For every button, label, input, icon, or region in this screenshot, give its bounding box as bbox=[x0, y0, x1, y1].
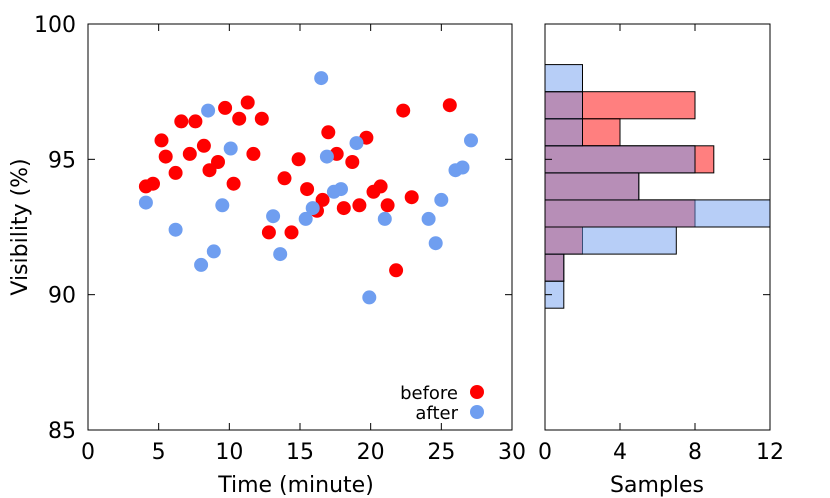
legend-label-before: before bbox=[400, 383, 458, 404]
scatter-point-after bbox=[314, 71, 329, 86]
legend-label-after: after bbox=[415, 403, 458, 424]
scatter-point-after bbox=[206, 244, 221, 259]
histogram-axis-ticks: 0 4 8 12 bbox=[538, 23, 784, 465]
x-tick-label: 15 bbox=[286, 440, 314, 465]
scatter-point-after bbox=[305, 201, 320, 216]
legend-marker-before bbox=[470, 385, 484, 399]
scatter-point-before bbox=[246, 146, 261, 161]
scatter-point-after bbox=[215, 198, 230, 213]
scatter-plot-frame bbox=[87, 23, 513, 431]
histogram-bar-after bbox=[544, 91, 583, 120]
x-axis-title: Time (minute) bbox=[217, 473, 374, 498]
scatter-point-before bbox=[232, 111, 247, 126]
histogram-plot: 0 4 8 12 Samples bbox=[538, 23, 784, 498]
legend-marker-after bbox=[470, 405, 484, 419]
scatter-point-after bbox=[421, 211, 436, 226]
scatter-point-before bbox=[300, 182, 315, 197]
scatter-point-after bbox=[455, 160, 470, 175]
scatter-point-after bbox=[273, 247, 288, 262]
scatter-point-after bbox=[298, 211, 313, 226]
scatter-point-after bbox=[223, 141, 238, 156]
histogram-bar-after bbox=[544, 64, 583, 93]
scatter-point-before bbox=[261, 225, 276, 240]
scatter-point-after bbox=[138, 195, 153, 210]
scatter-plot: 0 5 10 15 20 25 30 85 90 95 100 Visibility (%) Tim… bbox=[8, 13, 526, 498]
histogram-x-axis-title: Samples bbox=[610, 473, 704, 498]
x-tick-label: 20 bbox=[357, 440, 385, 465]
scatter-point-before bbox=[373, 179, 388, 194]
scatter-point-before bbox=[442, 98, 457, 113]
scatter-point-before bbox=[389, 263, 404, 278]
scatter-point-after bbox=[201, 103, 216, 118]
scatter-point-before bbox=[154, 133, 169, 148]
scatter-point-before bbox=[218, 100, 233, 115]
scatter-point-before bbox=[211, 155, 225, 169]
legend: before after bbox=[400, 383, 484, 424]
y-axis-title: Visibility (%) bbox=[8, 158, 33, 295]
scatter-point-before bbox=[158, 149, 173, 164]
scatter-point-before bbox=[182, 146, 197, 161]
y-tick-label: 100 bbox=[34, 13, 76, 38]
x-tick-label: 0 bbox=[81, 440, 95, 465]
x-tick-label: 10 bbox=[215, 440, 243, 465]
histogram-bar-after bbox=[544, 118, 583, 147]
scatter-point-before bbox=[345, 155, 360, 169]
scatter-point-before bbox=[146, 176, 160, 191]
histogram-x-tick-label: 4 bbox=[613, 440, 627, 465]
histogram-bars bbox=[544, 64, 771, 309]
y-tick-label: 95 bbox=[48, 148, 76, 173]
scatter-point-before bbox=[226, 176, 241, 191]
scatter-point-before bbox=[254, 111, 269, 126]
scatter-point-before bbox=[352, 198, 367, 213]
x-tick-label: 30 bbox=[498, 440, 526, 465]
histogram-x-tick-label: 12 bbox=[756, 440, 784, 465]
scatter-point-after bbox=[464, 133, 478, 148]
scatter-point-before bbox=[396, 103, 411, 118]
scatter-point-before bbox=[336, 201, 351, 216]
scatter-point-before bbox=[404, 190, 419, 205]
scatter-point-before bbox=[380, 198, 395, 213]
scatter-point-before bbox=[321, 125, 336, 140]
scatter-point-after bbox=[428, 236, 443, 251]
scatter-point-before bbox=[188, 114, 203, 129]
scatter-point-after bbox=[434, 192, 449, 207]
scatter-point-before bbox=[196, 138, 211, 153]
x-tick-label: 5 bbox=[152, 440, 166, 465]
scatter-point-after bbox=[362, 290, 377, 305]
histogram-bar-after bbox=[544, 199, 771, 228]
scatter-point-after bbox=[349, 136, 364, 151]
scatter-point-before bbox=[240, 95, 255, 110]
y-tick-label: 85 bbox=[48, 419, 76, 444]
scatter-point-after bbox=[194, 257, 209, 272]
scatter-point-after bbox=[266, 209, 281, 224]
histogram-plot-frame bbox=[544, 23, 771, 431]
scatter-point-after bbox=[377, 211, 392, 226]
histogram-x-tick-label: 8 bbox=[688, 440, 702, 465]
x-tick-label: 25 bbox=[427, 440, 455, 465]
scatter-axis-ticks: 0 5 10 15 20 25 30 85 90 95 100 bbox=[34, 13, 526, 465]
scatter-point-before bbox=[174, 114, 189, 129]
histogram-bar-after bbox=[544, 172, 640, 201]
histogram-bar-after bbox=[544, 145, 696, 174]
histogram-x-tick-label: 0 bbox=[538, 440, 552, 465]
scatter-point-after bbox=[319, 149, 334, 164]
scatter-points bbox=[138, 71, 478, 305]
scatter-point-after bbox=[168, 222, 183, 237]
scatter-point-after bbox=[334, 182, 348, 197]
histogram-bar-after bbox=[544, 253, 565, 282]
scatter-point-before bbox=[315, 192, 330, 207]
y-tick-label: 90 bbox=[48, 284, 76, 309]
scatter-point-before bbox=[277, 171, 292, 186]
scatter-point-before bbox=[284, 225, 299, 240]
histogram-bar-after bbox=[544, 226, 677, 255]
scatter-point-before bbox=[168, 165, 183, 180]
scatter-point-before bbox=[291, 152, 306, 167]
